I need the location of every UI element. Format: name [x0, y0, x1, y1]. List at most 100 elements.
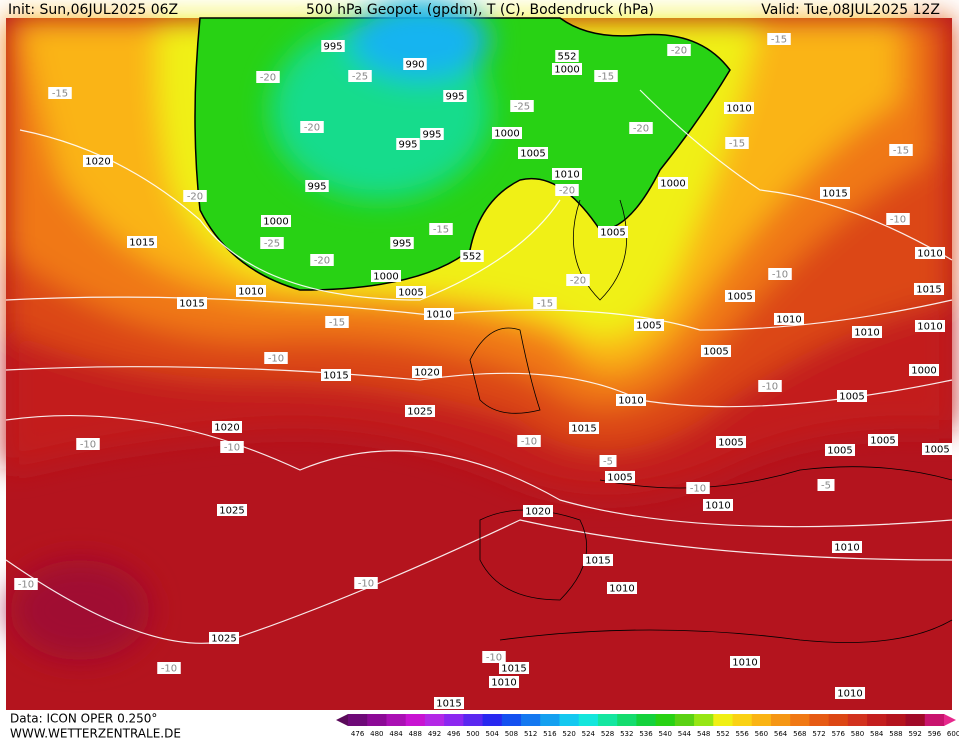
colorbar-bin	[386, 714, 407, 726]
isobar-label: 1010	[491, 678, 516, 689]
temperature-label: -15	[729, 139, 745, 150]
height-label: 552	[557, 52, 576, 63]
label-box	[405, 405, 435, 417]
isobar-label: 995	[398, 140, 417, 151]
label-box	[566, 274, 590, 286]
isobar-label: 1000	[494, 129, 519, 140]
isobar-label: 1000	[554, 65, 579, 76]
colorbar: 476 480 484 488 492 496 500 504 508 512 516 520 524 5…	[336, 714, 959, 738]
isobar-label: 1025	[407, 407, 432, 418]
init-time: Init: Sun,06JUL2025 06Z	[8, 2, 178, 18]
colorbar-label: 512	[524, 730, 537, 738]
isobar-label: 1000	[911, 366, 936, 377]
label-box	[569, 422, 599, 434]
isobar-label: 1010	[238, 287, 263, 298]
colorbar-label: 564	[774, 730, 788, 738]
colorbar-bin	[617, 714, 637, 726]
colorbar-bin	[463, 714, 484, 726]
colorbar-label: 580	[851, 730, 864, 738]
label-box	[489, 676, 519, 688]
label-box	[76, 438, 100, 450]
isobar-label: 1010	[917, 322, 942, 333]
isobar-label: 995	[422, 130, 441, 141]
temperature-label: -10	[521, 437, 537, 448]
isobar-label: 1015	[501, 664, 526, 675]
colorbar-label: 480	[370, 730, 383, 738]
colorbar-label: 540	[659, 730, 672, 738]
label-box	[260, 237, 284, 249]
label-box	[886, 213, 910, 225]
label-box	[889, 144, 913, 156]
colorbar-bin	[867, 714, 887, 726]
colorbar-label: 592	[908, 730, 921, 738]
label-box	[914, 283, 944, 295]
label-box	[127, 236, 157, 248]
label-box	[832, 541, 862, 553]
isobar-label: 1010	[426, 310, 451, 321]
label-box	[396, 138, 420, 150]
colorbar-bin	[501, 714, 522, 726]
label-box	[852, 326, 882, 338]
label-box	[261, 215, 291, 227]
isobar-label: 1010	[618, 396, 643, 407]
label-box	[758, 380, 782, 392]
colorbar-label: 516	[543, 730, 557, 738]
label-box	[183, 190, 207, 202]
isobar-label: 1025	[211, 634, 236, 645]
temperature-label: -20	[260, 73, 276, 84]
isobar-label: 1010	[776, 315, 801, 326]
isobar-label: 1005	[727, 292, 752, 303]
label-box	[552, 63, 582, 75]
colorbar-label: 488	[409, 730, 422, 738]
colorbar-bin	[444, 714, 464, 726]
isobar-label: 1005	[636, 321, 661, 332]
temperature-label: -10	[358, 579, 374, 590]
colorbar-bin	[674, 714, 695, 726]
temperature-label: -20	[559, 186, 575, 197]
temperature-label: -15	[329, 318, 345, 329]
label-box	[909, 364, 939, 376]
isobar-label: 1015	[916, 285, 941, 296]
isobar-label: 1010	[554, 170, 579, 181]
colorbar-bin	[521, 714, 541, 726]
label-box	[83, 155, 113, 167]
colorbar-label: 548	[697, 730, 710, 738]
temperature-label: -15	[771, 35, 787, 46]
isobar-label: 1005	[398, 288, 423, 299]
label-box	[555, 184, 579, 196]
label-box	[220, 441, 244, 453]
isobar-label: 1015	[179, 299, 204, 310]
isobar-label: 1015	[585, 556, 610, 567]
isobar-label: 1005	[520, 149, 545, 160]
label-box	[817, 479, 835, 491]
colorbar-label: 552	[716, 730, 729, 738]
label-box	[310, 254, 334, 266]
isobar-label: 1020	[85, 157, 110, 168]
colorbar-bin	[578, 714, 599, 726]
temperature-label: -10	[486, 653, 502, 664]
temperature-label: -5	[821, 481, 831, 492]
label-box	[607, 582, 637, 594]
colorbar-label: 588	[889, 730, 902, 738]
colorbar-bin	[809, 714, 830, 726]
isobar-label: 1000	[263, 217, 288, 228]
temperature-label: -10	[18, 580, 34, 591]
contour-labels: 995 990 1000 995 1010 1000 995 995 1005 1020 1010 9…	[14, 33, 952, 710]
label-box	[48, 87, 72, 99]
label-box	[552, 168, 582, 180]
colorbar-bin	[348, 714, 368, 726]
colorbar-bin	[790, 714, 810, 726]
temperature-label: -10	[224, 443, 240, 454]
label-box	[209, 632, 239, 644]
isobar-label: 1000	[373, 272, 398, 283]
label-box	[774, 313, 804, 325]
isobar-label: 1005	[718, 438, 743, 449]
temperature-label: -10	[772, 270, 788, 281]
label-box	[915, 247, 945, 259]
isobar-label: 995	[445, 92, 464, 103]
colorbar-bin	[732, 714, 753, 726]
isobar-label: 1005	[924, 445, 949, 456]
isobar-label: 1010	[837, 689, 862, 700]
